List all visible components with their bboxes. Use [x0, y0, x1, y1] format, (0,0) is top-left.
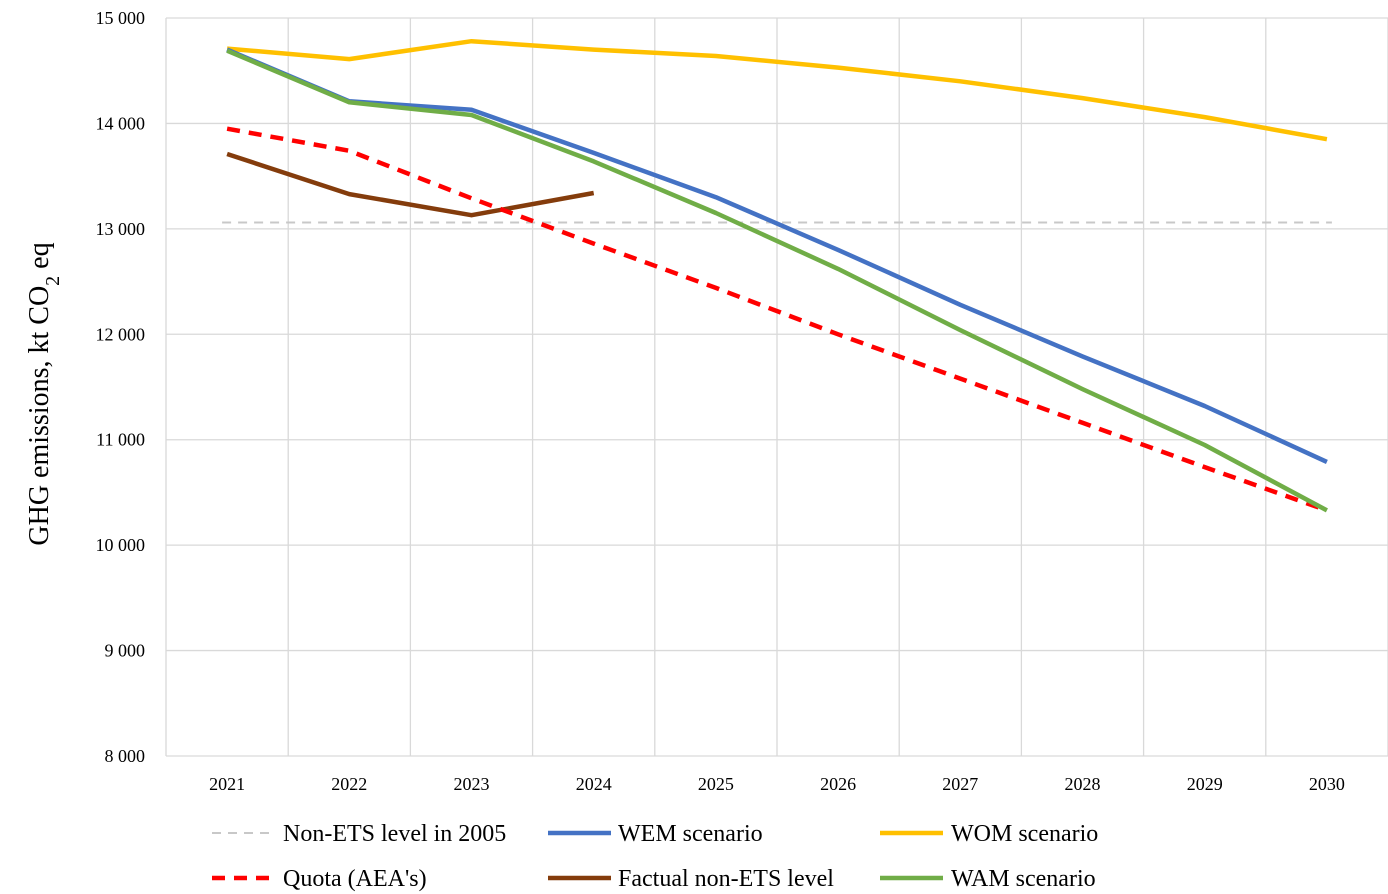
legend-label: Non-ETS level in 2005 [283, 821, 506, 847]
x-tick-label: 2022 [331, 774, 367, 794]
legend-label: WOM scenario [951, 821, 1098, 847]
x-tick-label: 2029 [1187, 774, 1223, 794]
y-tick-label: 11 000 [96, 430, 145, 450]
legend-label: WAM scenario [951, 866, 1096, 892]
x-tick-label: 2023 [454, 774, 490, 794]
x-tick-label: 2021 [209, 774, 245, 794]
y-tick-label: 13 000 [96, 219, 146, 239]
legend-label: Factual non-ETS level [618, 866, 834, 892]
x-tick-label: 2026 [820, 774, 856, 794]
x-tick-label: 2030 [1309, 774, 1345, 794]
series-line-wam-scenario [226, 48, 1328, 513]
y-tick-label: 10 000 [96, 535, 146, 555]
y-axis-title-subscript: 2 [42, 276, 64, 286]
y-axis-title: GHG emissions, kt CO2 eq [24, 242, 64, 545]
y-tick-label: 8 000 [105, 746, 146, 766]
legend-label: WEM scenario [618, 821, 763, 847]
legend-label: Quota (AEA's) [283, 866, 427, 892]
legend: Non-ETS level in 2005 WEM scenario WOM sce… [212, 821, 1098, 892]
series-line-factual-non-ets-level [226, 151, 595, 218]
x-axis-ticks: 2021 2022 2023 2024 2025 2026 2027 2028 2029 2030 [209, 774, 1345, 794]
y-tick-label: 14 000 [96, 113, 146, 133]
y-tick-label: 15 000 [96, 8, 146, 28]
gridlines [165, 17, 1388, 757]
y-tick-label: 9 000 [105, 641, 146, 661]
x-tick-label: 2027 [942, 774, 978, 794]
x-tick-label: 2024 [576, 774, 612, 794]
y-axis-ticks: 8 000 9 000 10 000 11 000 12 000 13 000 14 000… [96, 8, 146, 766]
y-axis-title-main: GHG emissions, kt CO [24, 286, 55, 546]
series-lines [222, 38, 1332, 513]
series-line-wem-scenario [226, 47, 1328, 464]
x-tick-label: 2028 [1065, 774, 1101, 794]
y-tick-label: 12 000 [96, 324, 146, 344]
series-line-quota-aea-s [226, 126, 1328, 513]
x-tick-label: 2025 [698, 774, 734, 794]
series-line-wom-scenario [226, 38, 1328, 142]
y-axis-title-suffix: eq [24, 242, 55, 275]
